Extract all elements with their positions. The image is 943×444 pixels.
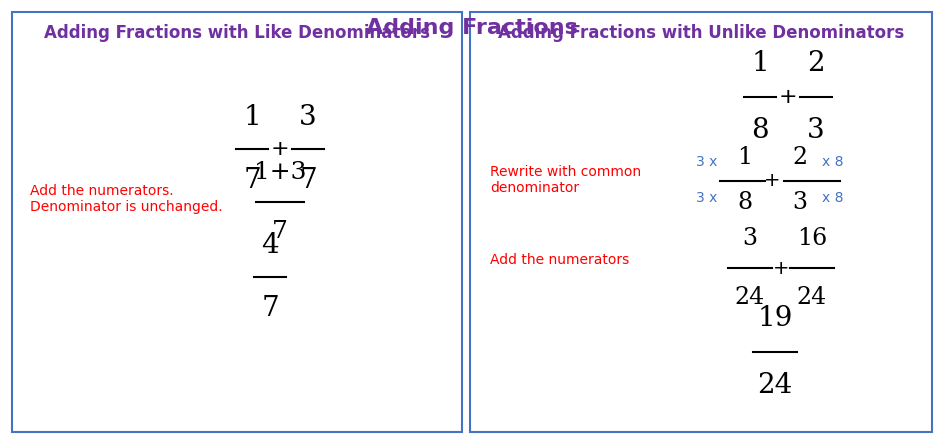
Text: 1: 1	[243, 104, 261, 131]
Text: +: +	[764, 171, 780, 190]
Text: 3 x: 3 x	[696, 155, 717, 169]
Text: 3: 3	[299, 104, 317, 131]
Text: Adding Fractions with Unlike Denominators: Adding Fractions with Unlike Denominator…	[498, 24, 904, 42]
Text: 7: 7	[261, 295, 279, 322]
Text: 8: 8	[752, 117, 769, 144]
Text: 19: 19	[757, 305, 793, 332]
Text: denominator: denominator	[490, 181, 579, 195]
Text: x 8: x 8	[822, 155, 843, 169]
Text: 2: 2	[807, 50, 825, 77]
Text: 3: 3	[792, 191, 807, 214]
Text: 7: 7	[273, 220, 288, 243]
Text: 16: 16	[797, 227, 827, 250]
Text: +: +	[779, 87, 798, 107]
Text: Adding Fractions with Like Denominators: Adding Fractions with Like Denominators	[44, 24, 430, 42]
Text: 1: 1	[737, 146, 753, 169]
Text: 3: 3	[807, 117, 825, 144]
Text: 3: 3	[742, 227, 757, 250]
Text: 1+3: 1+3	[254, 161, 306, 184]
Text: 24: 24	[757, 372, 793, 399]
Text: 3 x: 3 x	[696, 191, 717, 205]
Text: +: +	[271, 139, 290, 159]
Text: Rewrite with common: Rewrite with common	[490, 165, 641, 179]
Text: 4: 4	[261, 232, 279, 259]
Text: 1: 1	[752, 50, 769, 77]
Text: +: +	[772, 258, 789, 278]
Text: Adding Fractions: Adding Fractions	[366, 18, 577, 38]
Text: Add the numerators: Add the numerators	[490, 253, 629, 267]
Text: 24: 24	[797, 286, 827, 309]
Text: 8: 8	[737, 191, 753, 214]
Text: Denominator is unchanged.: Denominator is unchanged.	[30, 200, 223, 214]
Text: x 8: x 8	[822, 191, 843, 205]
Text: 7: 7	[299, 167, 317, 194]
Text: 7: 7	[243, 167, 261, 194]
Text: Add the numerators.: Add the numerators.	[30, 184, 174, 198]
Text: 24: 24	[735, 286, 765, 309]
Text: 2: 2	[792, 146, 807, 169]
